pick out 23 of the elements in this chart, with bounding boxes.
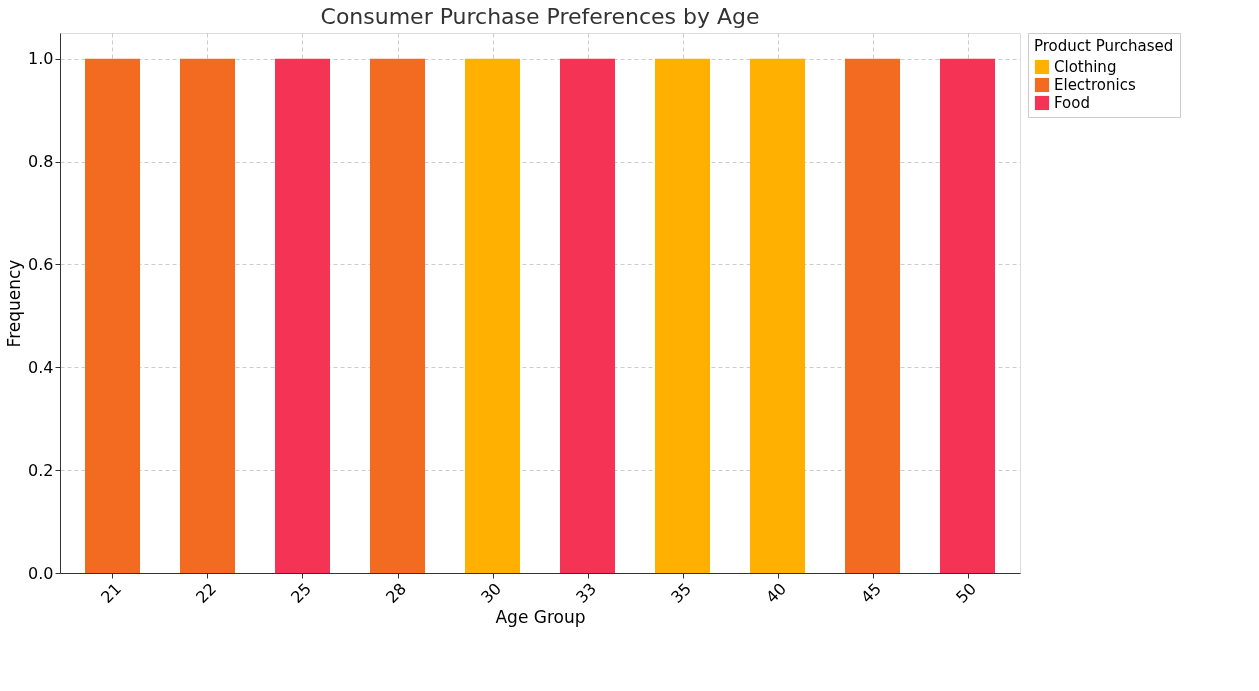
y-tick-label: 0.2 bbox=[28, 460, 54, 480]
x-tick-label: 35 bbox=[667, 579, 696, 607]
chart-title: Consumer Purchase Preferences by Age bbox=[320, 3, 760, 29]
x-tick-label: 30 bbox=[477, 579, 506, 607]
x-tick-label: 33 bbox=[572, 579, 601, 607]
y-axis-title: Frequency bbox=[4, 259, 25, 348]
y-tick-label: 0.4 bbox=[28, 357, 54, 377]
x-tick-label: 50 bbox=[952, 579, 981, 607]
x-axis-title: Age Group bbox=[495, 607, 586, 628]
x-tick-label: 45 bbox=[857, 579, 886, 607]
legend-label: Food bbox=[1054, 94, 1090, 112]
x-tick-label: 21 bbox=[97, 579, 126, 607]
y-tick-label: 0.8 bbox=[28, 152, 54, 172]
y-tick-label: 1.0 bbox=[28, 49, 54, 69]
x-tick-label: 22 bbox=[192, 579, 221, 607]
legend-label: Electronics bbox=[1054, 76, 1136, 94]
x-tick-label: 25 bbox=[287, 579, 316, 607]
y-tick-label: 0.0 bbox=[28, 563, 54, 583]
legend-label: Clothing bbox=[1054, 58, 1117, 76]
x-tick-label: 28 bbox=[382, 579, 411, 607]
legend-title: Product Purchased bbox=[1034, 37, 1174, 55]
y-tick-label: 0.6 bbox=[28, 254, 54, 274]
x-tick-label: 40 bbox=[762, 579, 791, 607]
